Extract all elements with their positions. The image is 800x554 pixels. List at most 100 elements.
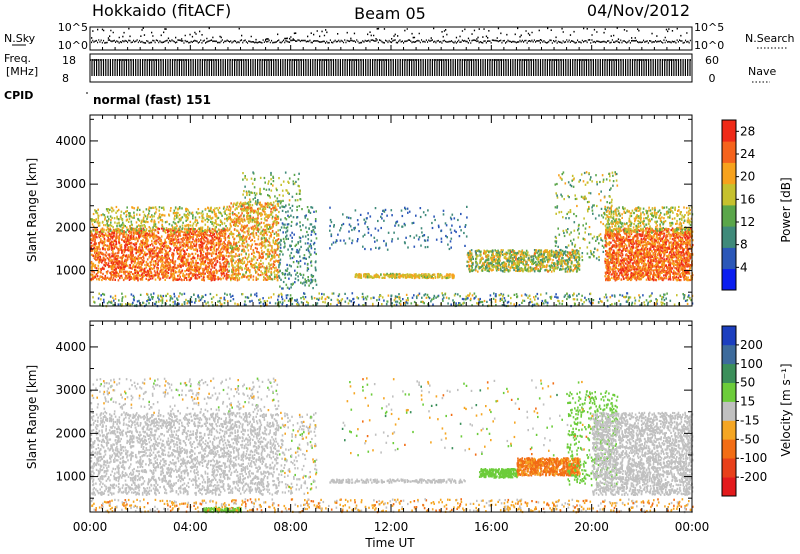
echo-cell (145, 252, 147, 255)
echo-cell (218, 229, 220, 232)
echo-cell (106, 257, 109, 260)
echo-cell (277, 245, 279, 248)
echo-cell (245, 264, 247, 267)
echo-cell (282, 199, 284, 202)
echo-cell (143, 253, 145, 256)
echo-cell (168, 268, 170, 271)
echo-cell (251, 264, 254, 267)
echo-cell (164, 221, 167, 224)
echo-cell (178, 248, 180, 251)
echo-cell (296, 271, 299, 274)
echo-cell (223, 266, 225, 269)
echo-cell (269, 235, 272, 238)
echo-cell (283, 240, 285, 243)
echo-cell (221, 243, 224, 246)
echo-cell (112, 232, 115, 235)
echo-cell (134, 277, 136, 280)
echo-cell (131, 237, 134, 240)
echo-cell (123, 240, 126, 243)
echo-cell (129, 266, 132, 270)
echo-cell (212, 238, 214, 241)
echo-cell (207, 207, 210, 210)
echo-cell (413, 273, 416, 276)
echo-cell (202, 255, 205, 258)
echo-cell (168, 267, 171, 270)
echo-cell (291, 195, 294, 198)
echo-cell (202, 229, 204, 233)
echo-cell (426, 245, 429, 249)
echo-cell (182, 240, 184, 243)
echo-cell (133, 258, 136, 261)
echo-cell (94, 253, 97, 256)
echo-cell (138, 246, 141, 249)
echo-cell (253, 218, 256, 221)
echo-cell (185, 276, 188, 280)
echo-cell (160, 240, 163, 243)
echo-cell (165, 246, 168, 249)
echo-cell (263, 213, 266, 216)
echo-cell (182, 245, 185, 248)
echo-cell (97, 261, 100, 264)
echo-cell (237, 272, 240, 275)
echo-cell (243, 275, 246, 278)
echo-cell (207, 257, 209, 260)
echo-cell (211, 220, 214, 224)
echo-cell (156, 270, 159, 273)
echo-cell (241, 268, 243, 271)
echo-cell (142, 255, 145, 258)
echo-cell (175, 213, 178, 216)
echo-cell (108, 265, 111, 268)
echo-cell (232, 258, 234, 261)
echo-cell (363, 233, 366, 236)
echo-cell (178, 262, 181, 266)
echo-cell (239, 228, 242, 231)
echo-cell (242, 248, 245, 251)
echo-cell (116, 236, 118, 239)
echo-cell (356, 240, 359, 243)
echo-cell (170, 243, 173, 246)
echo-cell (241, 266, 243, 270)
echo-cell (189, 247, 192, 250)
echo-cell (126, 206, 128, 209)
echo-cell (132, 277, 134, 280)
echo-cell (130, 215, 132, 218)
echo-cell (383, 219, 385, 222)
echo-cell (104, 258, 107, 261)
echo-cell (425, 274, 427, 277)
echo-cell (216, 233, 218, 236)
echo-cell (103, 267, 105, 271)
echo-cell (178, 268, 181, 271)
echo-cell (108, 218, 110, 221)
echo-cell (250, 239, 252, 242)
echo-cell (358, 273, 361, 276)
echo-cell (182, 263, 185, 266)
echo-cell (174, 236, 177, 239)
echo-cell (141, 278, 144, 281)
echo-cell (310, 260, 313, 263)
echo-cell (269, 252, 271, 255)
echo-cell (225, 278, 228, 281)
echo-cell (175, 216, 178, 219)
echo-cell (187, 236, 189, 239)
echo-cell (180, 249, 183, 252)
echo-cell (183, 238, 186, 241)
echo-cell (182, 221, 184, 224)
echo-cell (459, 225, 461, 228)
echo-cell (167, 228, 170, 231)
echo-cell (421, 234, 424, 238)
echo-cell (189, 253, 191, 256)
echo-cell (226, 214, 228, 217)
echo-cell (96, 275, 99, 278)
echo-cell (177, 238, 180, 241)
echo-cell (215, 223, 218, 226)
echo-cell (181, 264, 183, 267)
echo-cell (440, 237, 443, 240)
echo-cell (435, 238, 438, 241)
echo-cell (157, 221, 160, 224)
echo-cell (223, 247, 226, 250)
echo-cell (287, 248, 289, 251)
echo-cell (173, 229, 176, 232)
echo-cell (158, 251, 160, 254)
echo-cell (116, 229, 118, 233)
echo-cell (264, 273, 267, 276)
